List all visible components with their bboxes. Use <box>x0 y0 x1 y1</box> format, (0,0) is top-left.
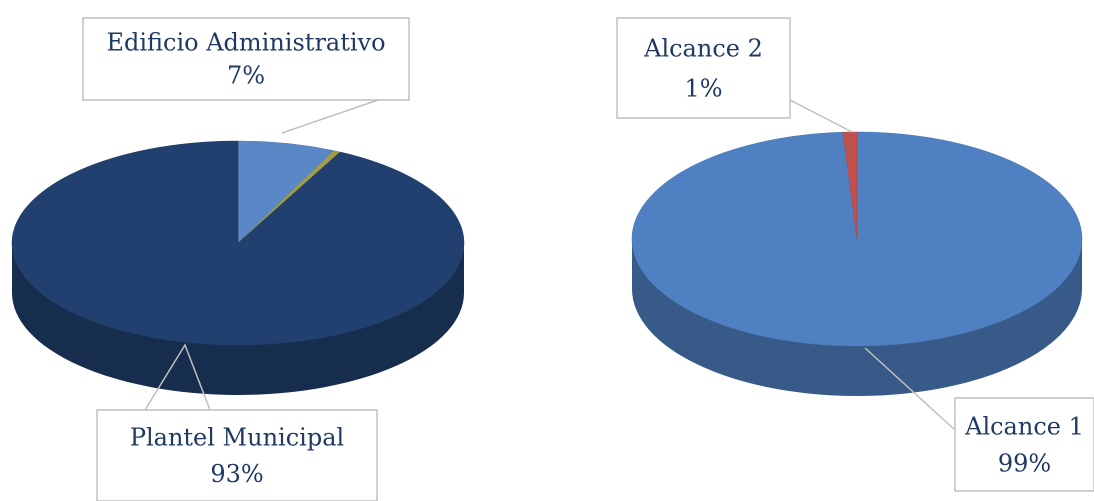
slice-label: Alcance 1 <box>964 412 1084 440</box>
pie-side <box>632 239 1082 396</box>
pie-slice <box>842 131 858 240</box>
slice-value-label: 1% <box>684 75 722 103</box>
slice-label: Plantel Municipal <box>130 424 344 452</box>
label-box <box>954 397 1094 492</box>
leader-line <box>789 99 853 133</box>
leader-line <box>864 347 956 431</box>
slice-label: Edificio Administrativo <box>106 29 385 57</box>
label-box <box>616 17 791 119</box>
slice-value-label: 99% <box>998 449 1051 477</box>
slice-value-label: 7% <box>227 62 265 90</box>
pie <box>11 140 465 395</box>
label-box <box>82 17 410 101</box>
leader-line <box>281 99 379 134</box>
slice-value-label: 93% <box>210 460 263 488</box>
leader-line <box>144 343 211 411</box>
pie-side <box>12 243 464 395</box>
pie <box>631 131 1083 396</box>
label-box <box>96 409 378 501</box>
pie-slice <box>11 140 465 346</box>
slice-label: Alcance 2 <box>643 35 763 63</box>
